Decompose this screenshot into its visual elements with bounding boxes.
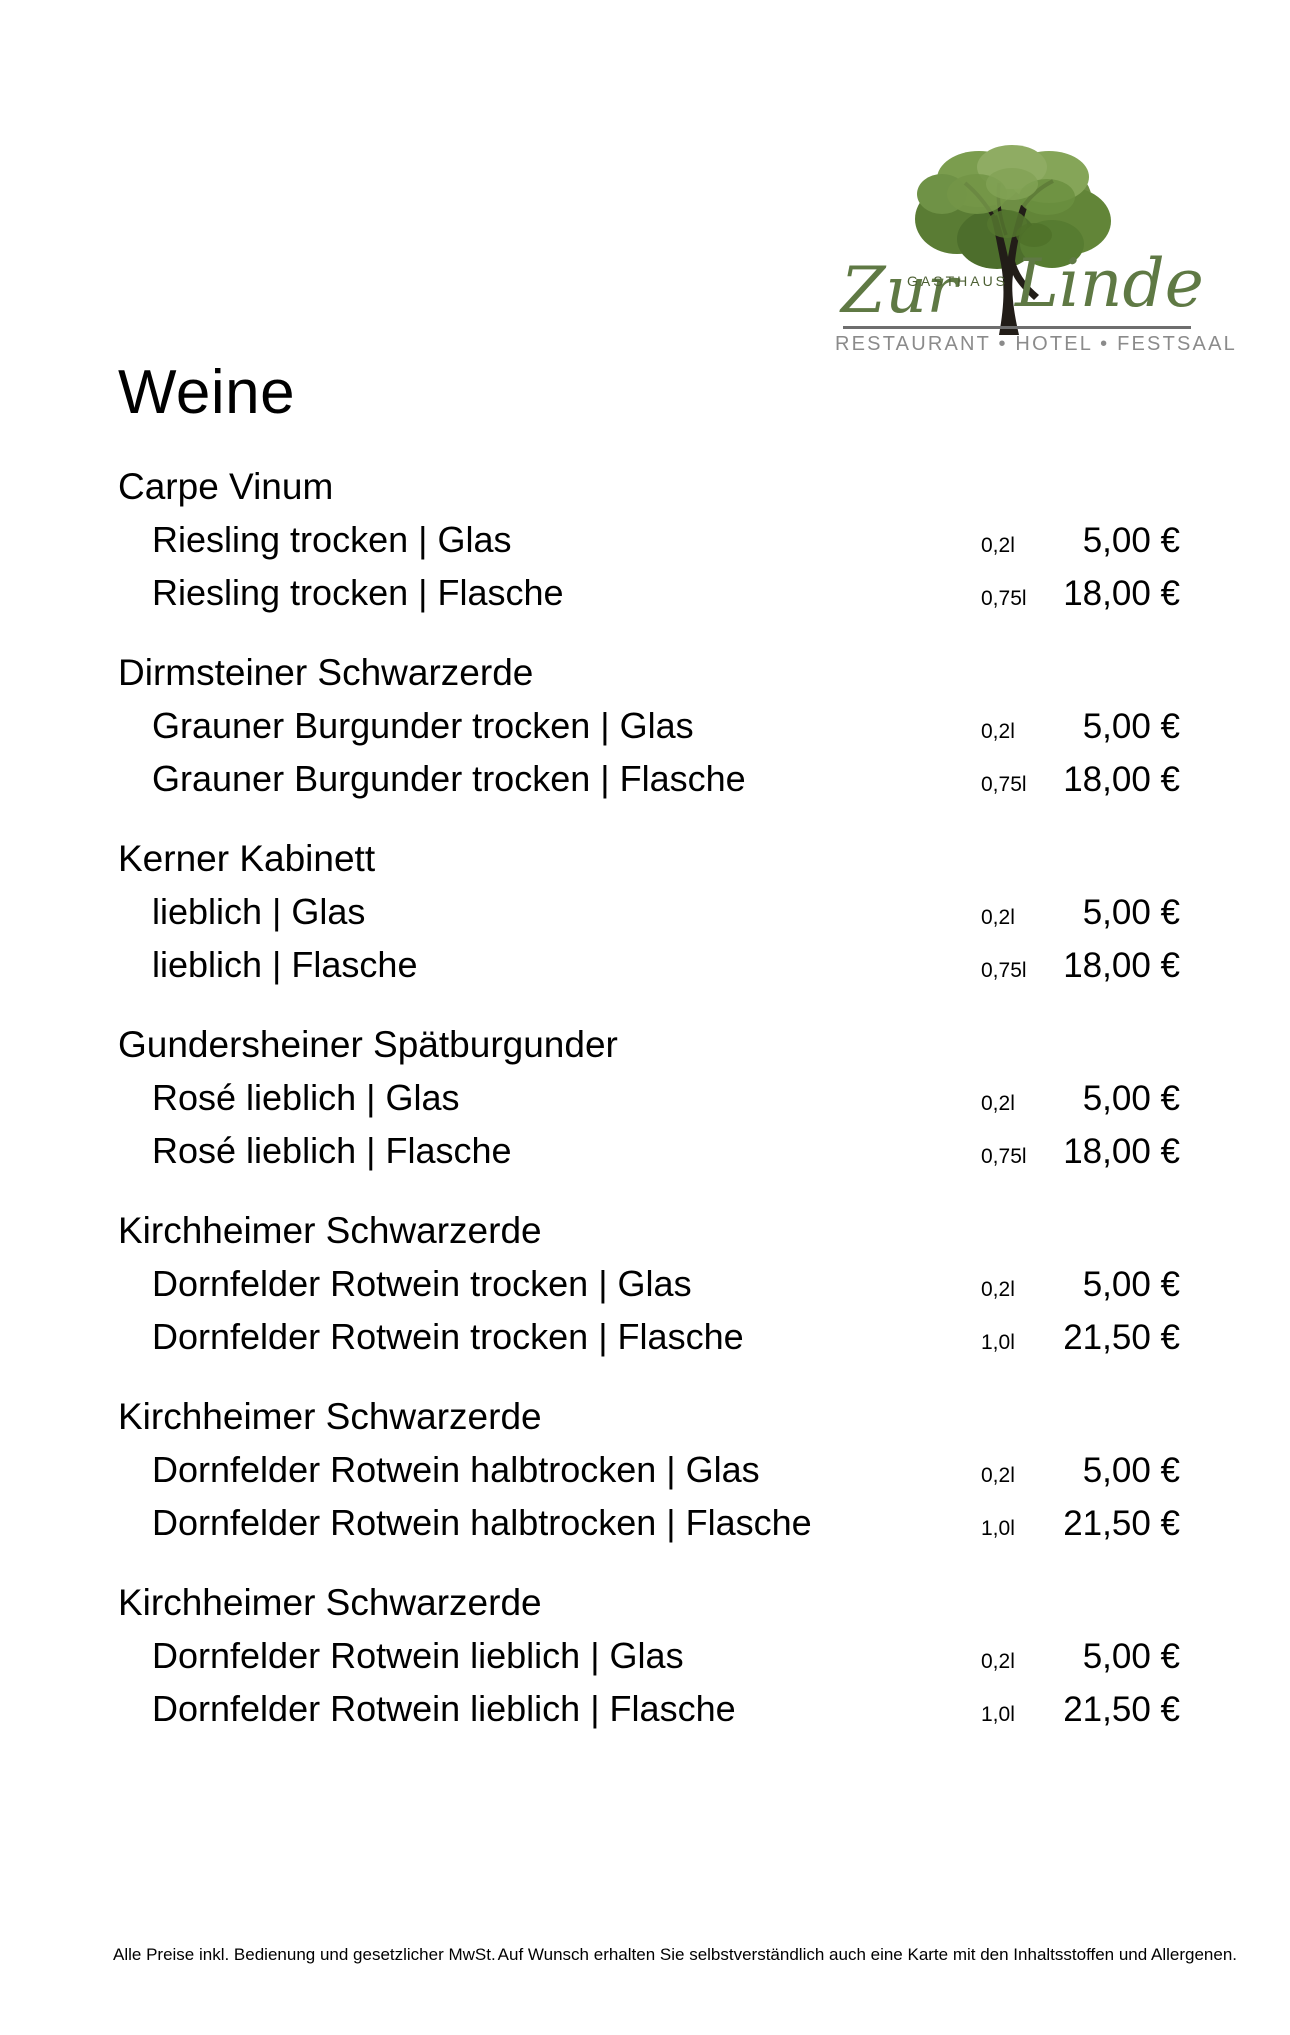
wine-section: Kirchheimer Schwarzerde Dornfelder Rotwe… [0, 1390, 1290, 1549]
item-name: Grauner Burgunder trocken | Glas [152, 705, 694, 746]
wine-section: Kirchheimer Schwarzerde Dornfelder Rotwe… [0, 1204, 1290, 1363]
item-name: Riesling trocken | Flasche [152, 572, 564, 613]
item-volume: 1,0l [981, 1331, 1015, 1354]
section-items: Dornfelder Rotwein halbtrocken | Glas 0,… [0, 1443, 1290, 1549]
menu-item-row: Grauner Burgunder trocken | Flasche 0,75… [0, 752, 1290, 805]
item-name: Grauner Burgunder trocken | Flasche [152, 758, 746, 799]
menu-item-row: Dornfelder Rotwein trocken | Flasche 1,0… [0, 1310, 1290, 1363]
menu-item-row: Rosé lieblich | Flasche 0,75l 18,00 € [0, 1124, 1290, 1177]
item-name: Riesling trocken | Glas [152, 519, 512, 560]
item-name: lieblich | Glas [152, 891, 366, 932]
section-header: Kirchheimer Schwarzerde [118, 1396, 542, 1437]
wine-section: Gundersheiner Spätburgunder Rosé lieblic… [0, 1018, 1290, 1177]
item-name: Rosé lieblich | Glas [152, 1077, 460, 1118]
item-volume: 0,2l [981, 534, 1015, 557]
item-price: 5,00 € [1082, 707, 1180, 746]
section-header: Dirmsteiner Schwarzerde [118, 652, 534, 693]
linden-tree-icon [915, 145, 1111, 335]
wine-section: Kerner Kabinett lieblich | Glas 0,2l 5,0… [0, 832, 1290, 991]
item-price: 21,50 € [1063, 1690, 1180, 1729]
item-volume: 0,75l [981, 1145, 1027, 1168]
menu-item-row: Dornfelder Rotwein trocken | Glas 0,2l 5… [0, 1257, 1290, 1310]
item-price: 5,00 € [1082, 1079, 1180, 1118]
item-price: 5,00 € [1082, 521, 1180, 560]
section-items: Dornfelder Rotwein lieblich | Glas 0,2l … [0, 1629, 1290, 1735]
item-name: Dornfelder Rotwein lieblich | Flasche [152, 1688, 736, 1729]
logo-subtitle: RESTAURANT • HOTEL • FESTSAAL [835, 333, 1237, 355]
page-footer: Alle Preise inkl. Bedienung und gesetzli… [113, 1944, 1237, 1966]
item-volume: 1,0l [981, 1517, 1015, 1540]
section-items: Grauner Burgunder trocken | Glas 0,2l 5,… [0, 699, 1290, 805]
logo-script-zur: Zur [841, 254, 958, 328]
item-volume: 0,2l [981, 1092, 1015, 1115]
section-header: Kirchheimer Schwarzerde [118, 1582, 542, 1623]
section-items: Riesling trocken | Glas 0,2l 5,00 € Ries… [0, 513, 1290, 619]
menu-item-row: Dornfelder Rotwein lieblich | Glas 0,2l … [0, 1629, 1290, 1682]
item-volume: 0,75l [981, 959, 1027, 982]
item-price: 18,00 € [1063, 574, 1180, 613]
item-price: 18,00 € [1063, 1132, 1180, 1171]
logo-script-linde: Linde [1015, 245, 1204, 322]
item-price: 21,50 € [1063, 1318, 1180, 1357]
section-header: Kirchheimer Schwarzerde [118, 1210, 542, 1251]
section-items: Dornfelder Rotwein trocken | Glas 0,2l 5… [0, 1257, 1290, 1363]
page-title: Weine [118, 358, 296, 427]
item-name: Dornfelder Rotwein halbtrocken | Flasche [152, 1502, 812, 1543]
item-price: 5,00 € [1082, 1637, 1180, 1676]
logo-gasthaus-label: GASTHAUS [907, 273, 1009, 289]
item-name: Dornfelder Rotwein lieblich | Glas [152, 1635, 684, 1676]
item-volume: 0,75l [981, 587, 1027, 610]
item-volume: 0,75l [981, 773, 1027, 796]
item-price: 5,00 € [1082, 893, 1180, 932]
wine-section: Kirchheimer Schwarzerde Dornfelder Rotwe… [0, 1576, 1290, 1735]
item-name: Rosé lieblich | Flasche [152, 1130, 512, 1171]
item-price: 5,00 € [1082, 1265, 1180, 1304]
restaurant-logo: Zur GASTHAUS Linde RESTAURANT • HOTEL • … [835, 135, 1237, 373]
item-price: 21,50 € [1063, 1504, 1180, 1543]
menu-item-row: Dornfelder Rotwein lieblich | Flasche 1,… [0, 1682, 1290, 1735]
menu-item-row: Dornfelder Rotwein halbtrocken | Glas 0,… [0, 1443, 1290, 1496]
section-items: Rosé lieblich | Glas 0,2l 5,00 € Rosé li… [0, 1071, 1290, 1177]
item-volume: 0,2l [981, 1464, 1015, 1487]
item-price: 18,00 € [1063, 760, 1180, 799]
section-items: lieblich | Glas 0,2l 5,00 € lieblich | F… [0, 885, 1290, 991]
menu-item-row: Riesling trocken | Flasche 0,75l 18,00 € [0, 566, 1290, 619]
item-name: lieblich | Flasche [152, 944, 418, 985]
wine-section: Carpe Vinum Riesling trocken | Glas 0,2l… [0, 460, 1290, 619]
item-volume: 0,2l [981, 1650, 1015, 1673]
menu-item-row: lieblich | Glas 0,2l 5,00 € [0, 885, 1290, 938]
section-header: Carpe Vinum [118, 466, 334, 507]
menu-item-row: Rosé lieblich | Glas 0,2l 5,00 € [0, 1071, 1290, 1124]
footer-note-left: Alle Preise inkl. Bedienung und gesetzli… [113, 1945, 496, 1964]
section-header: Kerner Kabinett [118, 838, 376, 879]
menu-item-row: Dornfelder Rotwein halbtrocken | Flasche… [0, 1496, 1290, 1549]
logo-divider [843, 326, 1191, 329]
item-volume: 1,0l [981, 1703, 1015, 1726]
menu-sections: Carpe Vinum Riesling trocken | Glas 0,2l… [0, 460, 1290, 1762]
item-volume: 0,2l [981, 720, 1015, 743]
menu-item-row: lieblich | Flasche 0,75l 18,00 € [0, 938, 1290, 991]
menu-item-row: Riesling trocken | Glas 0,2l 5,00 € [0, 513, 1290, 566]
item-volume: 0,2l [981, 906, 1015, 929]
menu-item-row: Grauner Burgunder trocken | Glas 0,2l 5,… [0, 699, 1290, 752]
item-name: Dornfelder Rotwein trocken | Glas [152, 1263, 692, 1304]
section-header: Gundersheiner Spätburgunder [118, 1024, 618, 1065]
footer-note-right: Auf Wunsch erhalten Sie selbstverständli… [497, 1945, 1237, 1964]
item-name: Dornfelder Rotwein halbtrocken | Glas [152, 1449, 760, 1490]
wine-section: Dirmsteiner Schwarzerde Grauner Burgunde… [0, 646, 1290, 805]
item-name: Dornfelder Rotwein trocken | Flasche [152, 1316, 744, 1357]
item-price: 5,00 € [1082, 1451, 1180, 1490]
item-volume: 0,2l [981, 1278, 1015, 1301]
item-price: 18,00 € [1063, 946, 1180, 985]
